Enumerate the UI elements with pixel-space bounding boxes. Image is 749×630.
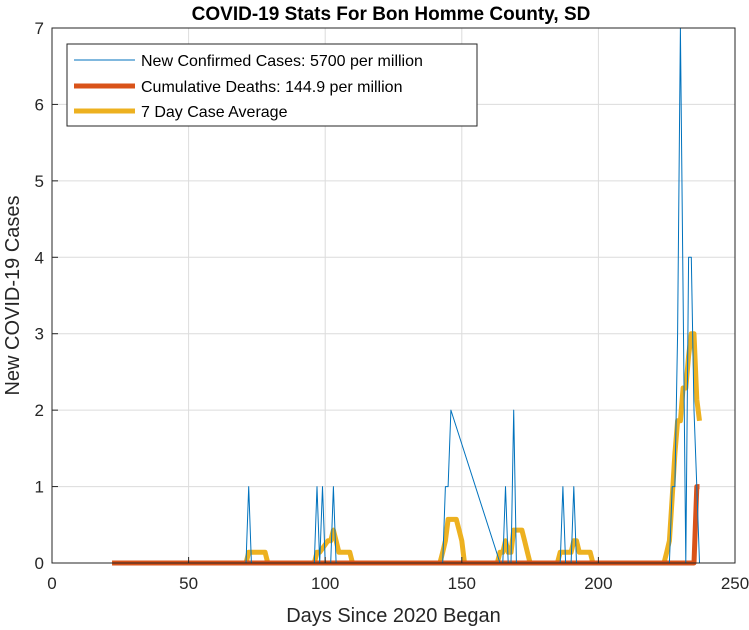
- x-axis-ticks: 0 50 100 150 200 250: [47, 557, 749, 593]
- y-tick-label: 7: [35, 19, 44, 38]
- x-axis-label: Days Since 2020 Began: [286, 605, 501, 627]
- y-axis-ticks: 0 1 2 3 4 5 6 7: [35, 19, 58, 573]
- y-axis-label: New COVID-19 Cases: [2, 195, 24, 395]
- y-tick-label: 5: [35, 172, 44, 191]
- legend-label-average: 7 Day Case Average: [141, 104, 288, 121]
- x-tick-label: 250: [721, 574, 749, 593]
- x-tick-label: 0: [47, 574, 56, 593]
- chart-title: COVID-19 Stats For Bon Homme County, SD: [192, 4, 591, 25]
- legend: New Confirmed Cases: 5700 per million Cu…: [66, 43, 478, 127]
- y-tick-label: 0: [35, 554, 44, 573]
- axes-frame: [51, 27, 736, 564]
- y-tick-label: 4: [35, 248, 44, 267]
- legend-box: [66, 43, 478, 127]
- series-line-average: [112, 331, 702, 566]
- legend-label-new-cases: New Confirmed Cases: 5700 per million: [141, 53, 423, 70]
- x-tick-label: 150: [448, 574, 476, 593]
- legend-label-deaths: Cumulative Deaths: 144.9 per million: [141, 79, 402, 96]
- y-tick-label: 3: [35, 325, 44, 344]
- y-tick-label: 2: [35, 401, 44, 420]
- x-tick-label: 50: [179, 574, 198, 593]
- series-line-deaths: [112, 484, 700, 566]
- x-tick-label: 100: [311, 574, 339, 593]
- y-tick-label: 6: [35, 95, 44, 114]
- x-tick-label: 200: [584, 574, 612, 593]
- y-tick-label: 1: [35, 478, 44, 497]
